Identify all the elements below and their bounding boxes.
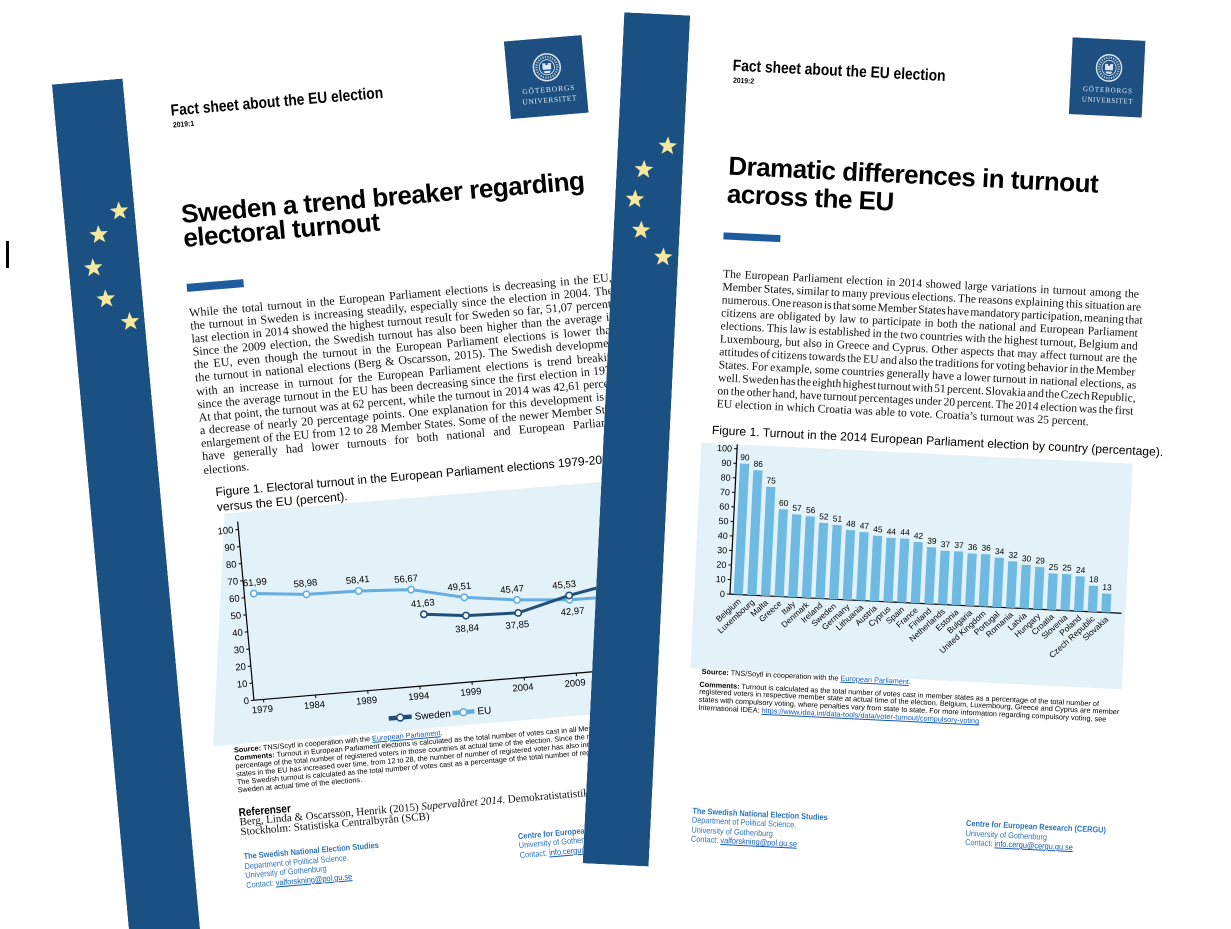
svg-text:56: 56	[806, 505, 816, 515]
svg-text:58,41: 58,41	[345, 574, 370, 587]
svg-text:32: 32	[1008, 550, 1018, 560]
svg-text:2004: 2004	[512, 682, 534, 695]
svg-text:2009: 2009	[564, 677, 586, 690]
svg-text:100: 100	[217, 525, 234, 537]
svg-text:80: 80	[720, 472, 730, 482]
svg-text:70: 70	[227, 576, 239, 588]
svg-text:90: 90	[740, 452, 750, 462]
svg-text:GÖTEBORGS: GÖTEBORGS	[1083, 85, 1133, 96]
svg-text:Sweden: Sweden	[414, 709, 451, 723]
svg-text:60: 60	[779, 498, 789, 508]
svg-text:UNIVERSITET: UNIVERSITET	[1082, 95, 1134, 106]
svg-text:0: 0	[720, 589, 725, 599]
svg-text:38,84: 38,84	[455, 623, 480, 636]
svg-text:25: 25	[1049, 562, 1059, 572]
svg-text:1994: 1994	[408, 691, 430, 704]
svg-text:36: 36	[968, 542, 978, 552]
svg-text:1984: 1984	[304, 699, 326, 712]
svg-text:50: 50	[230, 610, 242, 622]
svg-text:34: 34	[995, 546, 1005, 556]
svg-text:44: 44	[900, 527, 910, 537]
svg-text:45: 45	[873, 524, 883, 534]
svg-text:37: 37	[954, 540, 964, 550]
svg-text:58,98: 58,98	[293, 577, 318, 590]
svg-text:61,99: 61,99	[243, 576, 268, 589]
svg-text:18: 18	[1089, 574, 1099, 584]
svg-text:52: 52	[819, 511, 829, 521]
svg-text:41,63: 41,63	[411, 597, 436, 610]
svg-text:86: 86	[753, 459, 763, 469]
svg-text:1979: 1979	[251, 704, 273, 717]
svg-text:60: 60	[229, 593, 241, 605]
svg-text:49,51: 49,51	[447, 581, 472, 594]
svg-text:0: 0	[243, 696, 249, 707]
svg-text:10: 10	[236, 679, 248, 691]
svg-text:EU: EU	[477, 705, 492, 717]
svg-text:1999: 1999	[460, 686, 482, 699]
svg-text:56,67: 56,67	[394, 573, 419, 586]
svg-text:GÖTEBORGS: GÖTEBORGS	[522, 83, 576, 96]
svg-text:100: 100	[717, 443, 733, 454]
svg-text:45,53: 45,53	[552, 579, 577, 592]
svg-text:45,47: 45,47	[500, 583, 525, 596]
svg-text:30: 30	[233, 645, 245, 657]
svg-text:29: 29	[1035, 555, 1045, 565]
svg-text:20: 20	[235, 662, 247, 674]
svg-text:1989: 1989	[356, 695, 378, 708]
svg-text:44: 44	[887, 526, 897, 536]
svg-text:37: 37	[941, 539, 951, 549]
svg-text:90: 90	[224, 542, 236, 554]
svg-text:70: 70	[720, 487, 730, 497]
svg-text:50: 50	[718, 516, 728, 526]
svg-text:42,97: 42,97	[560, 606, 585, 619]
svg-text:37,85: 37,85	[505, 619, 530, 632]
svg-text:57: 57	[792, 503, 802, 513]
svg-text:30: 30	[1022, 553, 1032, 563]
svg-text:10: 10	[715, 574, 725, 584]
svg-text:42: 42	[914, 530, 924, 540]
svg-text:60: 60	[719, 501, 729, 511]
svg-text:48: 48	[846, 518, 856, 528]
svg-text:39: 39	[927, 536, 937, 546]
svg-text:75: 75	[766, 475, 776, 485]
svg-text:20: 20	[716, 560, 726, 570]
svg-text:13: 13	[1102, 582, 1112, 592]
svg-text:51: 51	[833, 513, 843, 523]
svg-text:36: 36	[981, 542, 991, 552]
svg-text:40: 40	[718, 530, 728, 540]
svg-text:24: 24	[1076, 565, 1086, 575]
svg-text:30: 30	[717, 545, 727, 555]
svg-text:80: 80	[226, 559, 238, 571]
svg-text:40: 40	[232, 628, 244, 640]
svg-text:47: 47	[860, 520, 870, 530]
svg-text:90: 90	[721, 458, 731, 468]
svg-text:25: 25	[1062, 562, 1072, 572]
